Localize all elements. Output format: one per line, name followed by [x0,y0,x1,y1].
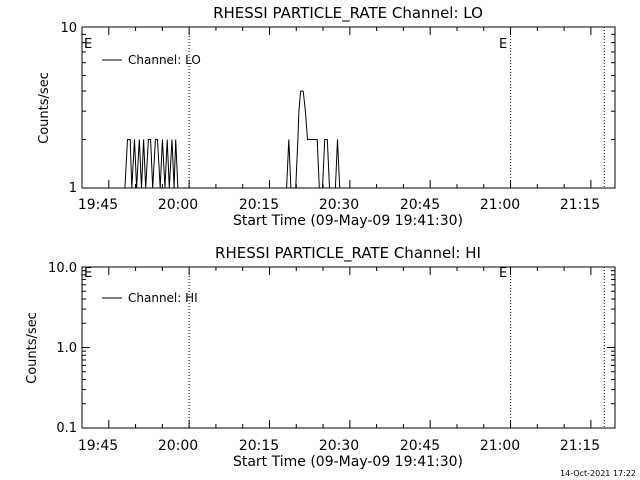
x-tick-label: 19:45 [78,197,118,213]
x-tick-labels: 19:45 20:00 20:15 20:30 20:45 21:00 21:1… [78,197,600,213]
x-tick-label: 20:45 [400,438,440,454]
y-tick-label-mid: 1.0 [56,341,77,356]
x-axis-label: Start Time (09-May-09 19:41:30) [233,213,463,229]
event-marker-label: E [84,266,92,281]
panel-lo: RHESSI PARTICLE_RATE Channel: LO Counts/… [37,4,616,229]
y-tick-label-low: 0.1 [56,421,77,436]
x-tick-label: 20:15 [239,438,279,454]
y-tick-label-high: 10.0 [48,261,77,276]
footer-timestamp: 14-Oct-2021 17:22 [560,469,636,478]
x-tick-label: 21:00 [480,197,520,213]
chart-title: RHESSI PARTICLE_RATE Channel: LO [213,4,483,23]
x-tick-label: 21:15 [560,197,600,213]
event-marker-label: E [499,266,507,281]
y-tick-label-high: 10 [60,21,77,36]
series-line [124,90,341,189]
x-tick-label: 20:00 [158,197,198,213]
plot-frame [81,26,616,189]
x-tick-label: 21:15 [560,438,600,454]
x-tick-label: 19:45 [78,438,118,454]
x-tick-label: 20:15 [239,197,279,213]
panel-hi: RHESSI PARTICLE_RATE Channel: HI Counts/… [25,244,616,470]
x-tick-label: 20:45 [400,197,440,213]
legend-label: Channel: HI [128,291,198,305]
event-marker-label: E [84,37,92,52]
x-tick-label: 20:30 [319,197,359,213]
x-tick-label: 21:00 [480,438,520,454]
x-tick-label: 20:30 [319,438,359,454]
event-marker-label: E [499,37,507,52]
legend-label: Channel: LO [128,53,201,67]
x-tick-labels: 19:45 20:00 20:15 20:30 20:45 21:00 21:1… [78,438,600,454]
y-axis-label: Counts/sec [25,312,40,384]
y-axis-label: Counts/sec [37,72,52,144]
y-tick-label-low: 1 [69,181,77,196]
x-axis-label: Start Time (09-May-09 19:41:30) [233,454,463,470]
chart-title: RHESSI PARTICLE_RATE Channel: HI [215,244,481,263]
x-tick-label: 20:00 [158,438,198,454]
